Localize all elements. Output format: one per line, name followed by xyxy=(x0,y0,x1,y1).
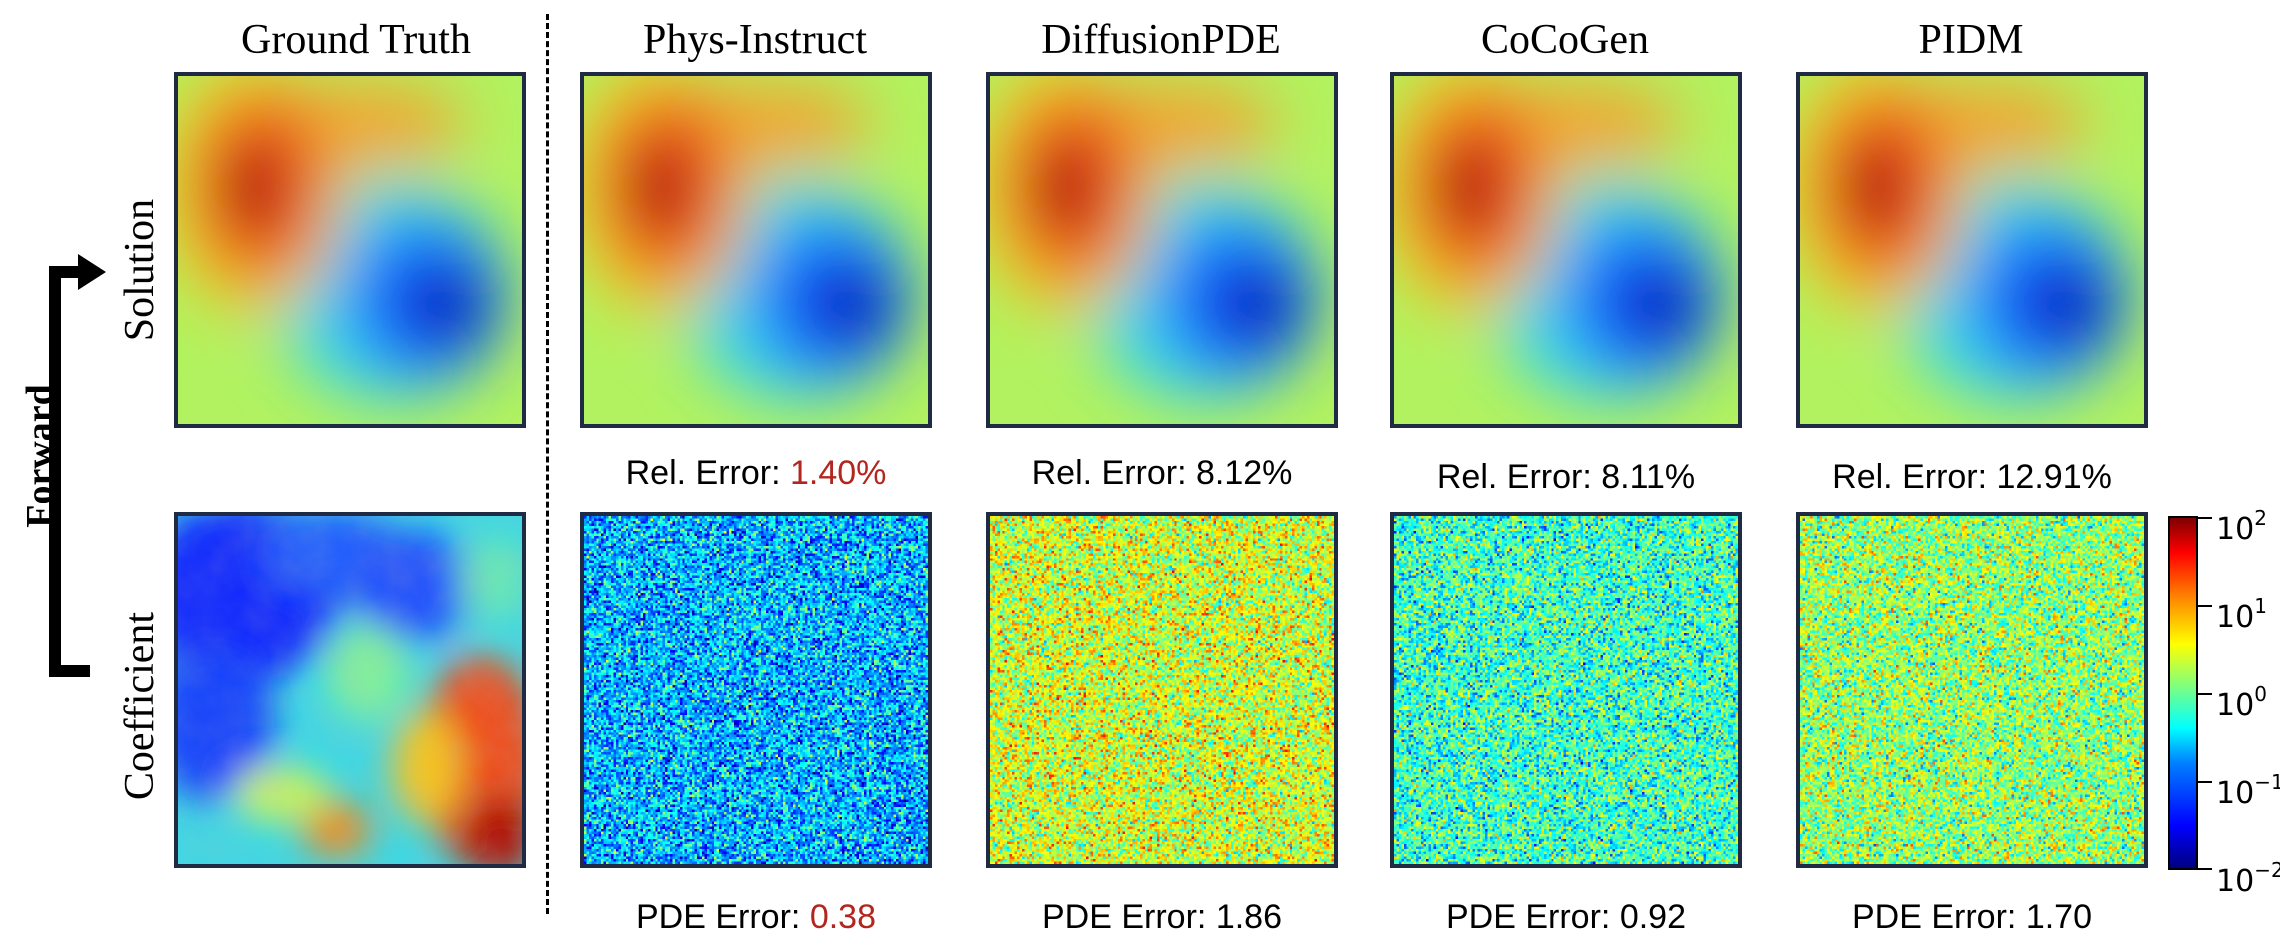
colorbar-tick-label-100: 102 xyxy=(2216,506,2267,547)
row-label-coefficient: Coefficient xyxy=(117,611,163,801)
colorbar-tick xyxy=(2198,693,2212,695)
solution-field xyxy=(584,76,928,424)
column-title-ground-truth: Ground Truth xyxy=(241,17,471,63)
pde-error-map-phys-instruct xyxy=(580,512,932,868)
error-map xyxy=(1394,516,1738,864)
solution-field xyxy=(990,76,1334,424)
solution-field xyxy=(1394,76,1738,424)
colorbar-tick xyxy=(2198,517,2212,519)
coefficient-field xyxy=(178,516,522,864)
error-map xyxy=(1800,516,2144,864)
pde-error-map-pidm xyxy=(1796,512,2148,868)
rel-error-pidm: Rel. Error: 12.91% xyxy=(1832,458,2112,496)
solution-field xyxy=(1800,76,2144,424)
forward-arrow-icon xyxy=(49,254,106,677)
solution-field xyxy=(178,76,522,424)
coefficient-panel-ground-truth xyxy=(174,512,526,868)
colorbar xyxy=(2168,516,2198,870)
solution-panel-cocogen xyxy=(1390,72,1742,428)
pde-error-map-cocogen xyxy=(1390,512,1742,868)
column-title-diffusionpde: DiffusionPDE xyxy=(1041,17,1281,63)
column-title-cocogen: CoCoGen xyxy=(1481,17,1649,63)
error-map xyxy=(990,516,1334,864)
pde-error-diffusionpde: PDE Error: 1.86 xyxy=(1042,898,1282,936)
solution-panel-diffusionpde xyxy=(986,72,1338,428)
error-map xyxy=(584,516,928,864)
solution-panel-pidm xyxy=(1796,72,2148,428)
rel-error-phys-instruct: Rel. Error: 1.40% xyxy=(625,454,887,492)
colorbar-tick xyxy=(2198,868,2212,870)
solution-panel-ground-truth xyxy=(174,72,526,428)
column-title-pidm: PIDM xyxy=(1918,17,2024,63)
colorbar-tick-label-0.1: 10−1 xyxy=(2216,770,2280,811)
colorbar-tick-label-10: 101 xyxy=(2216,594,2267,635)
pde-error-cocogen: PDE Error: 0.92 xyxy=(1446,898,1686,936)
pde-error-pidm: PDE Error: 1.70 xyxy=(1852,898,2092,936)
colorbar-tick xyxy=(2198,781,2212,783)
column-title-phys-instruct: Phys-Instruct xyxy=(643,17,867,63)
solution-panel-phys-instruct xyxy=(580,72,932,428)
pde-error-phys-instruct: PDE Error: 0.38 xyxy=(636,898,876,936)
row-label-solution: Solution xyxy=(117,198,163,342)
colorbar-tick xyxy=(2198,605,2212,607)
colorbar-tick-label-1: 100 xyxy=(2216,682,2267,723)
colorbar-tick-label-0.01: 10−2 xyxy=(2216,858,2280,899)
rel-error-cocogen: Rel. Error: 8.11% xyxy=(1436,458,1696,496)
column-divider xyxy=(546,14,549,914)
direction-label: Forward xyxy=(19,384,61,528)
pde-error-map-diffusionpde xyxy=(986,512,1338,868)
rel-error-diffusionpde: Rel. Error: 8.12% xyxy=(1031,454,1293,492)
